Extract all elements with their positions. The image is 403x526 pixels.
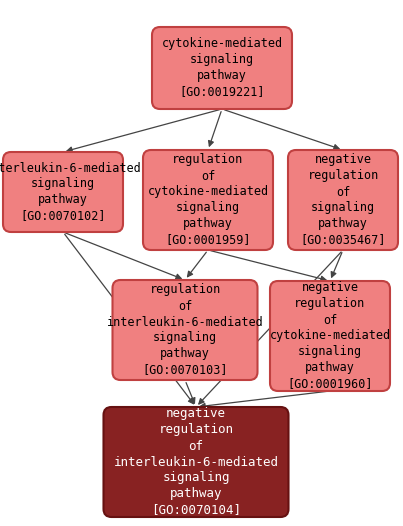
Text: negative
regulation
of
cytokine-mediated
signaling
pathway
[GO:0001960]: negative regulation of cytokine-mediated…	[270, 281, 391, 390]
FancyBboxPatch shape	[152, 27, 292, 109]
FancyBboxPatch shape	[143, 150, 273, 250]
FancyBboxPatch shape	[270, 281, 390, 391]
Text: regulation
of
interleukin-6-mediated
signaling
pathway
[GO:0070103]: regulation of interleukin-6-mediated sig…	[107, 284, 264, 377]
FancyBboxPatch shape	[112, 280, 258, 380]
FancyBboxPatch shape	[104, 407, 289, 517]
Text: interleukin-6-mediated
signaling
pathway
[GO:0070102]: interleukin-6-mediated signaling pathway…	[0, 161, 141, 222]
Text: regulation
of
cytokine-mediated
signaling
pathway
[GO:0001959]: regulation of cytokine-mediated signalin…	[147, 154, 268, 247]
Text: cytokine-mediated
signaling
pathway
[GO:0019221]: cytokine-mediated signaling pathway [GO:…	[162, 37, 283, 98]
FancyBboxPatch shape	[288, 150, 398, 250]
FancyBboxPatch shape	[3, 152, 123, 232]
Text: negative
regulation
of
signaling
pathway
[GO:0035467]: negative regulation of signaling pathway…	[300, 154, 386, 247]
Text: negative
regulation
of
interleukin-6-mediated
signaling
pathway
[GO:0070104]: negative regulation of interleukin-6-med…	[114, 408, 278, 517]
